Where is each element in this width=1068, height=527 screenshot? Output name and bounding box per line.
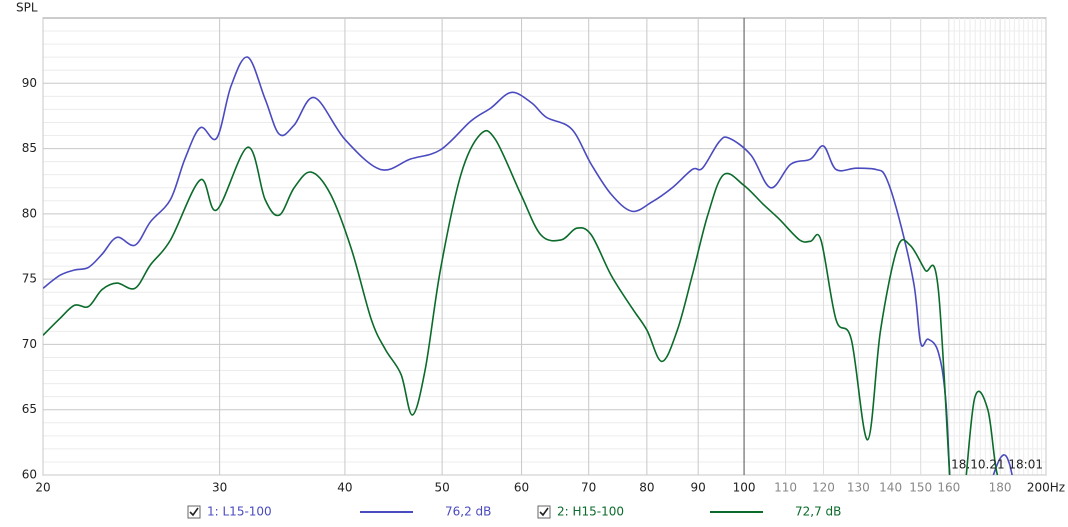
legend-label: 1: L15-100 <box>207 505 272 519</box>
x-tick-label: 150 <box>909 481 932 495</box>
series-lines <box>43 56 1013 475</box>
x-tick-label: 120 <box>812 481 835 495</box>
y-tick-label: 90 <box>22 76 37 90</box>
x-tick-label: 40 <box>337 481 352 495</box>
x-tick-label: 110 <box>774 481 797 495</box>
checkbox-check <box>189 507 199 517</box>
legend-value: 72,7 dB <box>795 505 841 519</box>
x-tick-label: 90 <box>691 481 706 495</box>
x-tick-label: 20 <box>35 481 50 495</box>
x-tick-label: 140 <box>879 481 902 495</box>
y-tick-label: 75 <box>22 272 37 286</box>
y-tick-label: 60 <box>22 468 37 482</box>
series-line <box>43 129 999 475</box>
x-tick-label: 30 <box>212 481 227 495</box>
series-line <box>43 56 1013 475</box>
x-tick-label: 180 <box>989 481 1012 495</box>
checkbox-check <box>539 507 549 517</box>
legend-label: 2: H15-100 <box>557 505 624 519</box>
x-tick-label: 130 <box>847 481 870 495</box>
y-tick-label: 65 <box>22 402 37 416</box>
legend-value: 76,2 dB <box>445 505 491 519</box>
legend-checkbox[interactable] <box>537 505 551 519</box>
x-tick-label: 60 <box>514 481 529 495</box>
plot-area <box>42 17 1047 476</box>
x-tick-label: 200Hz <box>1027 481 1065 495</box>
x-tick-label: 160 <box>937 481 960 495</box>
y-tick-label: 70 <box>22 337 37 351</box>
timestamp: 18.10.21 18:01 <box>951 458 1043 472</box>
x-tick-label: 80 <box>639 481 654 495</box>
y-tick-label: 80 <box>22 206 37 220</box>
grid <box>42 18 1047 476</box>
y-axis-label: SPL <box>16 1 38 15</box>
y-tick-label: 85 <box>22 141 37 155</box>
x-tick-label: 50 <box>434 481 449 495</box>
legend-item: 2: H15-100 72,7 dB <box>537 505 841 519</box>
x-tick-label: 70 <box>581 481 596 495</box>
x-tick-label: 100 <box>733 481 756 495</box>
legend-checkbox[interactable] <box>187 505 201 519</box>
legend-item: 1: L15-100 76,2 dB <box>187 505 491 519</box>
